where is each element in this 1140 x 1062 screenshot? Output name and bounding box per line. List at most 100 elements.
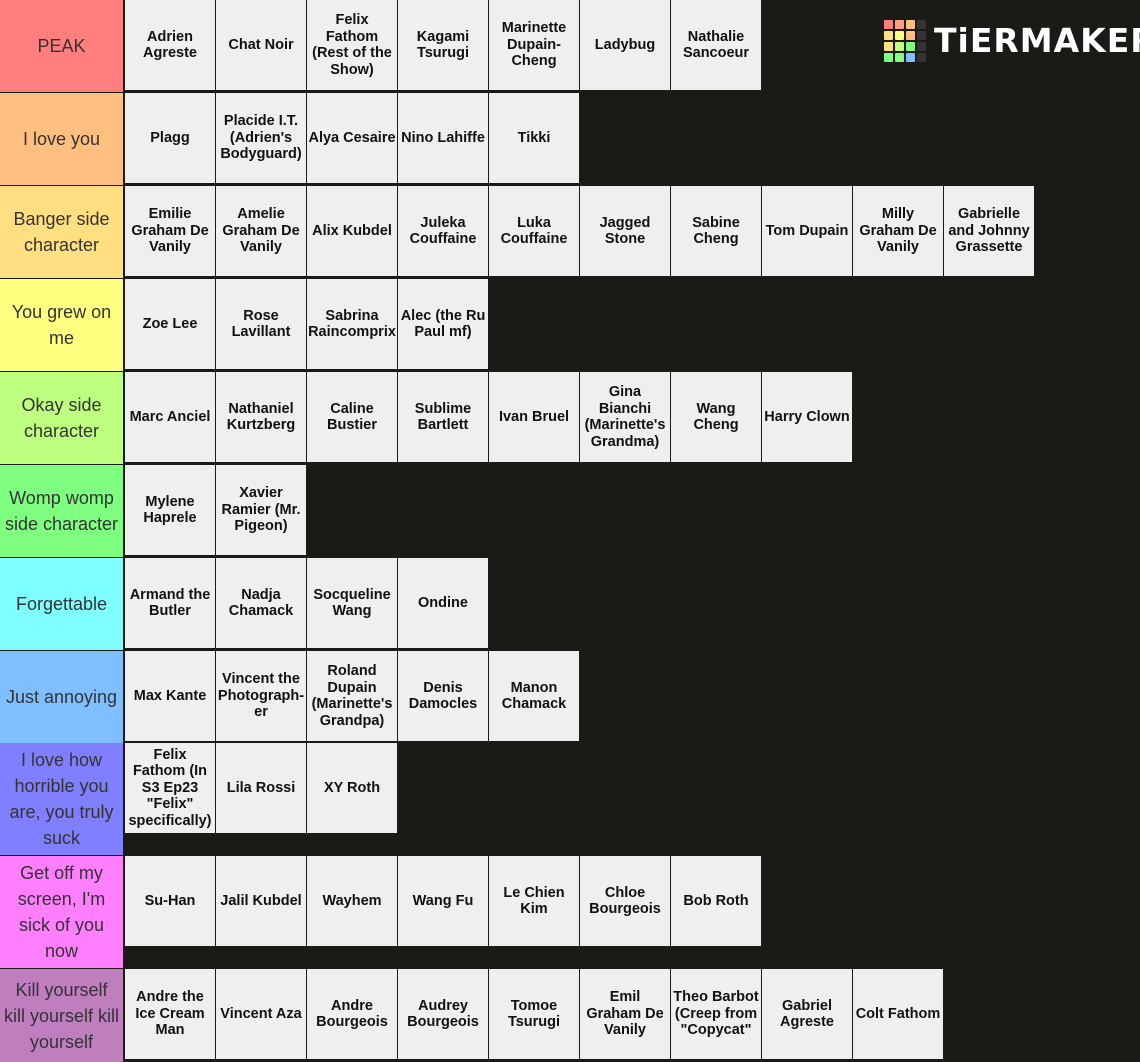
logo-grid-cell — [895, 20, 904, 29]
tier-label[interactable]: I love how horrible you are, you truly s… — [0, 743, 123, 855]
tier-item[interactable]: Felix Fathom (Rest of the Show) — [307, 0, 397, 90]
tier-item[interactable]: XY Roth — [307, 743, 397, 833]
tier-item[interactable]: Ladybug — [580, 0, 670, 90]
tier-label[interactable]: PEAK — [0, 0, 123, 92]
logo-grid-cell — [906, 53, 915, 62]
tier-item[interactable]: Gabrielle and Johnny Grassette — [944, 186, 1034, 276]
tier-item[interactable]: Harry Clown — [762, 372, 852, 462]
tier-label[interactable]: Okay side character — [0, 372, 123, 464]
tier-item[interactable]: Placide I.T. (Adrien's Bodyguard) — [216, 93, 306, 183]
tier-label[interactable]: Just annoying — [0, 651, 123, 743]
tier-row: Kill yourself kill yourself kill yoursel… — [0, 969, 1140, 1062]
tier-item[interactable]: Emilie Graham De Vanily — [125, 186, 215, 276]
tier-item[interactable]: Kagami Tsurugi — [398, 0, 488, 90]
tier-item[interactable]: Emil Graham De Vanily — [580, 969, 670, 1059]
logo-grid-cell — [884, 42, 893, 51]
tier-item[interactable]: Su-Han — [125, 856, 215, 946]
tier-item[interactable]: Tom Dupain — [762, 186, 852, 276]
logo-grid-cell — [895, 42, 904, 51]
tier-item[interactable]: Alya Cesaire — [307, 93, 397, 183]
tier-row: I love how horrible you are, you truly s… — [0, 743, 1140, 855]
logo-grid-cell — [917, 42, 926, 51]
logo-grid-cell — [895, 53, 904, 62]
tier-item[interactable]: Xavier Ramier (Mr. Pigeon) — [216, 465, 306, 555]
tier-label[interactable]: Womp womp side character — [0, 465, 123, 557]
tier-item[interactable]: Gina Bianchi (Marinette's Grandma) — [580, 372, 670, 462]
tiermaker-logo-text: TiERMAKER — [934, 21, 1140, 60]
logo-grid-cell — [906, 31, 915, 40]
tier-item[interactable]: Vincent Aza — [216, 969, 306, 1059]
tier-item[interactable]: Manon Chamack — [489, 651, 579, 741]
tier-item[interactable]: Alec (the Ru Paul mf) — [398, 279, 488, 369]
tier-item[interactable]: Socqueline Wang — [307, 558, 397, 648]
tier-item[interactable]: Rose Lavillant — [216, 279, 306, 369]
tier-item[interactable]: Sublime Bartlett — [398, 372, 488, 462]
tier-item[interactable]: Juleka Couffaine — [398, 186, 488, 276]
tier-items: Emilie Graham De Vanily Amelie Graham De … — [125, 186, 1035, 276]
tier-item[interactable]: Marinette Dupain-Cheng — [489, 0, 579, 90]
tier-item[interactable]: Bob Roth — [671, 856, 761, 946]
tier-item[interactable]: Caline Bustier — [307, 372, 397, 462]
tier-item[interactable]: Felix Fathom (In S3 Ep23 "Felix" specifi… — [125, 743, 215, 833]
tier-item[interactable]: Sabrina Raincomprix — [307, 279, 397, 369]
tier-item[interactable]: Mylene Haprele — [125, 465, 215, 555]
tier-item[interactable]: Wang Cheng — [671, 372, 761, 462]
tier-items: Max Kante Vincent the Photograph-er Roland… — [125, 651, 580, 741]
tier-item[interactable]: Theo Barbot (Creep from "Copycat" — [671, 969, 761, 1059]
tier-label[interactable]: Banger side character — [0, 186, 123, 278]
tier-item[interactable]: Sabine Cheng — [671, 186, 761, 276]
tier-item[interactable]: Lila Rossi — [216, 743, 306, 833]
tier-item[interactable]: Vincent the Photograph-er — [216, 651, 306, 741]
tier-items: Andre the Ice Cream Man Vincent Aza Andre … — [125, 969, 944, 1059]
tier-row: Banger side character Emilie Graham De Va… — [0, 186, 1140, 278]
tier-item[interactable]: Adrien Agreste — [125, 0, 215, 90]
tier-item[interactable]: Audrey Bourgeois — [398, 969, 488, 1059]
tier-item[interactable]: Tikki — [489, 93, 579, 183]
tier-item[interactable]: Amelie Graham De Vanily — [216, 186, 306, 276]
tier-item[interactable]: Le Chien Kim — [489, 856, 579, 946]
tier-items: Su-Han Jalil Kubdel Wayhem Wang Fu Le Chien … — [125, 856, 762, 946]
tier-item[interactable]: Nathalie Sancoeur — [671, 0, 761, 90]
tier-item[interactable]: Denis Damocles — [398, 651, 488, 741]
tier-label[interactable]: Get off my screen, I'm sick of you now — [0, 856, 123, 968]
tier-item[interactable]: Wang Fu — [398, 856, 488, 946]
tier-item[interactable]: Andre Bourgeois — [307, 969, 397, 1059]
tier-item[interactable]: Nino Lahiffe — [398, 93, 488, 183]
tier-label[interactable]: You grew on me — [0, 279, 123, 371]
tiermaker-logo: TiERMAKER — [884, 20, 1140, 62]
tier-item[interactable]: Nadja Chamack — [216, 558, 306, 648]
tier-item[interactable]: Chat Noir — [216, 0, 306, 90]
tier-label[interactable]: Kill yourself kill yourself kill yoursel… — [0, 969, 123, 1062]
tier-item[interactable]: Tomoe Tsurugi — [489, 969, 579, 1059]
tier-label[interactable]: I love you — [0, 93, 123, 185]
tier-item[interactable]: Wayhem — [307, 856, 397, 946]
tier-item[interactable]: Marc Anciel — [125, 372, 215, 462]
tier-item[interactable]: Milly Graham De Vanily — [853, 186, 943, 276]
tier-item[interactable]: Alix Kubdel — [307, 186, 397, 276]
tier-item[interactable]: Armand the Butler — [125, 558, 215, 648]
tier-item[interactable]: Jagged Stone — [580, 186, 670, 276]
tier-items: Mylene Haprele Xavier Ramier (Mr. Pigeon) — [125, 465, 307, 555]
logo-grid-cell — [906, 20, 915, 29]
tier-item[interactable]: Gabriel Agreste — [762, 969, 852, 1059]
logo-grid-cell — [884, 31, 893, 40]
tier-item[interactable]: Colt Fathom — [853, 969, 943, 1059]
tier-item[interactable]: Ivan Bruel — [489, 372, 579, 462]
tier-row: You grew on me Zoe Lee Rose Lavillant Sabri… — [0, 279, 1140, 371]
tier-item[interactable]: Zoe Lee — [125, 279, 215, 369]
tier-item[interactable]: Luka Couffaine — [489, 186, 579, 276]
tier-item[interactable]: Roland Dupain (Marinette's Grandpa) — [307, 651, 397, 741]
tier-label[interactable]: Forgettable — [0, 558, 123, 650]
tier-item[interactable]: Ondine — [398, 558, 488, 648]
logo-grid-cell — [884, 53, 893, 62]
tier-item[interactable]: Plagg — [125, 93, 215, 183]
tier-items: Armand the Butler Nadja Chamack Socqueline… — [125, 558, 489, 648]
tier-row: Get off my screen, I'm sick of you now Su… — [0, 856, 1140, 968]
tiermaker-logo-icon — [884, 20, 926, 62]
tier-item[interactable]: Andre the Ice Cream Man — [125, 969, 215, 1059]
tier-item[interactable]: Max Kante — [125, 651, 215, 741]
tier-item[interactable]: Chloe Bourgeois — [580, 856, 670, 946]
tier-item[interactable]: Nathaniel Kurtzberg — [216, 372, 306, 462]
tier-item[interactable]: Jalil Kubdel — [216, 856, 306, 946]
